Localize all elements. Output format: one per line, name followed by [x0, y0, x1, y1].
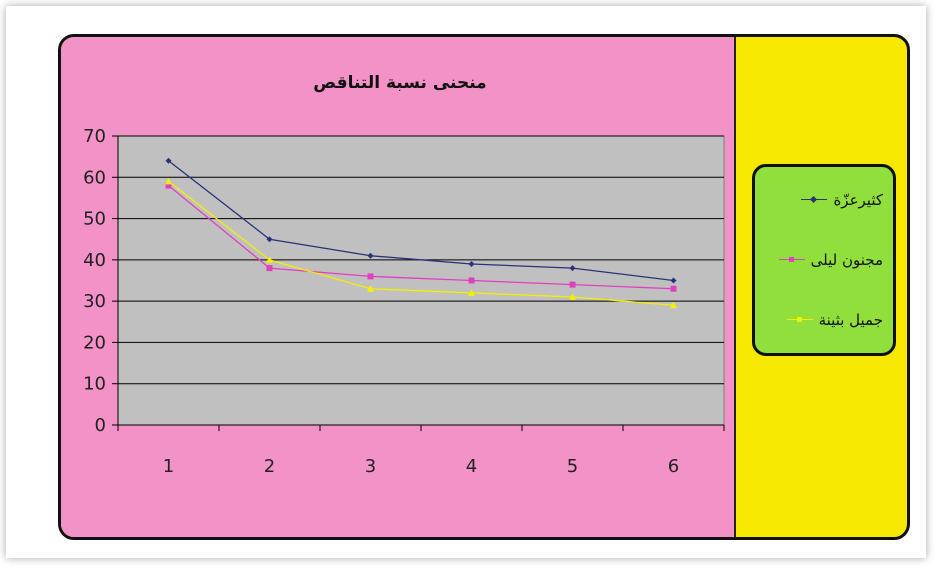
data-point-series-1 [165, 157, 172, 164]
series-line-2 [168, 185, 674, 290]
x-tick-label: 3 [365, 456, 376, 477]
x-tick-label: 5 [567, 456, 578, 477]
y-tick-label: 60 [83, 167, 106, 188]
data-point-series-3 [165, 177, 172, 185]
chart-title: منحنى نسبة التناقص [313, 73, 486, 93]
series-line-1 [168, 160, 674, 282]
legend-swatch-navy [801, 195, 828, 205]
data-point-series-2 [468, 277, 475, 284]
y-tick-label: 0 [95, 415, 106, 436]
data-point-series-2 [165, 182, 172, 189]
legend-item-series-2: مجنون ليلى [778, 249, 883, 271]
plot-area [117, 135, 725, 426]
legend-swatch-yellow [786, 315, 813, 325]
legend-label: مجنون ليلى [810, 251, 883, 269]
y-tick-label: 70 [83, 126, 106, 147]
data-point-series-3 [266, 256, 273, 263]
data-point-series-1 [266, 236, 273, 243]
series-line-3 [168, 180, 674, 306]
data-point-series-3 [569, 293, 576, 301]
y-tick-label: 20 [83, 332, 106, 353]
y-tick-label: 30 [83, 291, 106, 312]
data-point-series-2 [367, 273, 374, 280]
data-point-series-3 [468, 289, 475, 296]
data-point-series-1 [468, 260, 475, 267]
y-tick-label: 10 [83, 374, 106, 395]
data-point-series-3 [670, 301, 677, 309]
legend-item-series-3: جميل بثينة [786, 309, 883, 331]
data-point-series-1 [569, 265, 576, 272]
legend-swatch-magenta [778, 255, 805, 265]
x-tick-label: 4 [466, 456, 477, 477]
y-tick-label: 40 [83, 250, 106, 271]
data-point-series-2 [670, 285, 677, 292]
data-point-series-1 [670, 277, 677, 284]
legend-label: كثيرعزّة [833, 191, 883, 209]
chart-legend: كثيرعزّة مجنون ليلى جميل بثينة [752, 164, 896, 356]
legend-label: جميل بثينة [818, 311, 883, 329]
x-tick-label: 6 [668, 456, 679, 477]
x-tick-label: 1 [163, 456, 174, 477]
data-point-series-2 [266, 265, 273, 272]
y-tick-label: 50 [83, 209, 106, 230]
data-point-series-3 [367, 285, 374, 292]
data-point-series-2 [569, 281, 576, 288]
data-point-series-1 [367, 252, 374, 259]
legend-item-series-1: كثيرعزّة [801, 189, 883, 211]
x-tick-label: 2 [264, 456, 275, 477]
